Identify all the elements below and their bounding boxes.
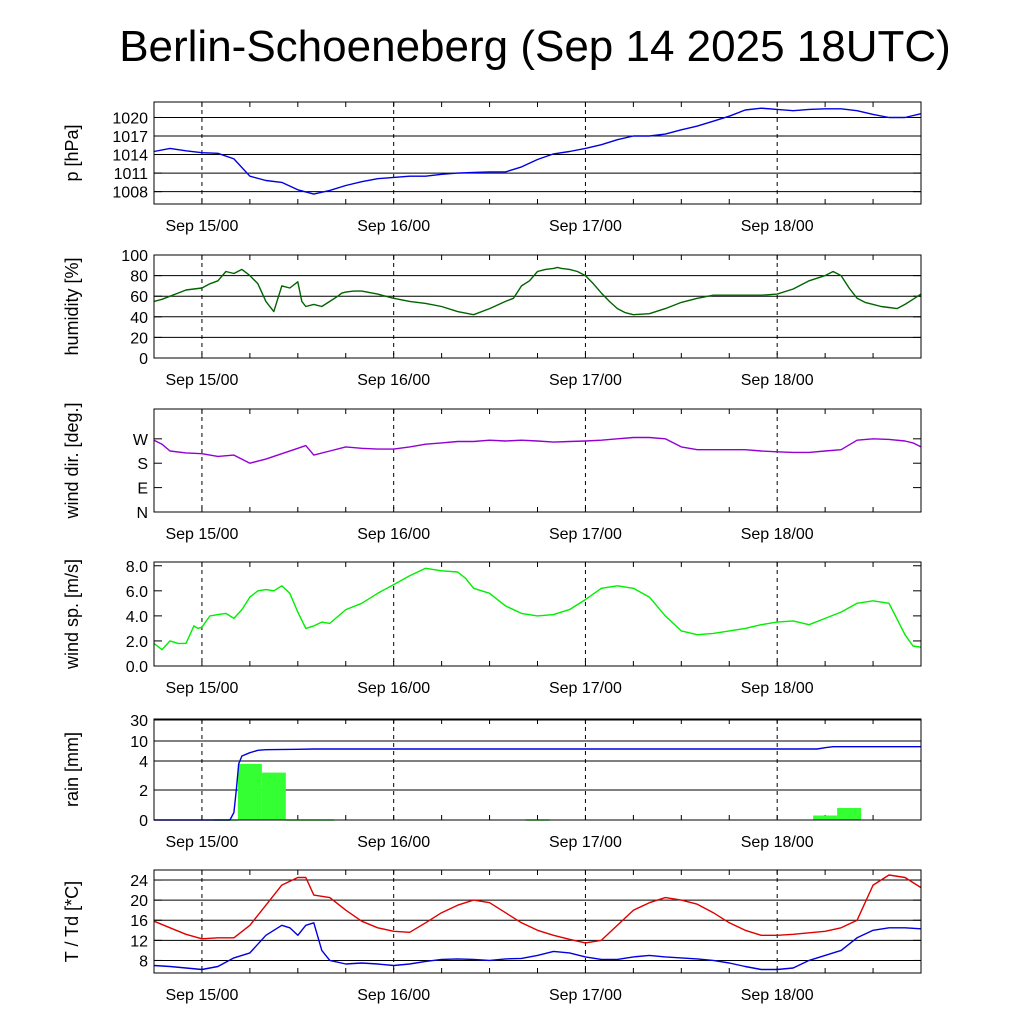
rain-series-line-0 [154, 746, 921, 821]
temperature-plot-frame [153, 869, 922, 974]
wind-speed-y-tick-label: 8.0 [126, 559, 148, 576]
temperature-y-tick-label: 8 [139, 953, 148, 970]
pressure-y-tick-label: 1020 [112, 110, 148, 127]
wind-direction-y-tick-label: E [137, 481, 148, 498]
wind-speed-y-tick-label: 4.0 [126, 609, 148, 626]
rain-y-tick-label: 30 [130, 713, 148, 730]
pressure-x-tick-label: Sep 16/00 [357, 218, 430, 235]
rain-y-tick-label: 10 [130, 734, 148, 751]
humidity-x-tick-label: Sep 15/00 [165, 372, 238, 389]
humidity-x-tick-label: Sep 18/00 [741, 372, 814, 389]
temperature-y-tick-label: 12 [130, 933, 148, 950]
temperature-x-tick-label: Sep 18/00 [741, 987, 814, 1004]
temperature-y-axis-label: T / Td [*C] [62, 881, 82, 962]
wind-direction-series-line-0 [153, 436, 922, 464]
wind-speed-x-tick-label: Sep 16/00 [357, 680, 430, 697]
humidity-x-tick-label: Sep 16/00 [357, 372, 430, 389]
rain-x-tick-label: Sep 16/00 [357, 834, 430, 851]
humidity-plot-frame [153, 254, 922, 359]
wind-direction-x-tick-label: Sep 15/00 [165, 526, 238, 543]
rain-y-axis-label: rain [mm] [62, 732, 82, 807]
rain-x-tick-label: Sep 17/00 [549, 834, 622, 851]
wind-direction-x-tick-label: Sep 16/00 [357, 526, 430, 543]
wind-direction-x-tick-label: Sep 18/00 [741, 526, 814, 543]
rain-x-tick-label: Sep 15/00 [165, 834, 238, 851]
humidity-y-tick-label: 0 [139, 351, 148, 368]
wind-speed-x-tick-label: Sep 18/00 [741, 680, 814, 697]
pressure-y-tick-label: 1008 [112, 185, 148, 202]
temperature-y-tick-label: 24 [130, 873, 148, 890]
humidity-series-line-0 [153, 266, 922, 316]
pressure-series-line-0 [153, 107, 922, 195]
humidity-y-tick-label: 40 [130, 310, 148, 327]
humidity-y-axis-label: humidity [%] [62, 257, 82, 355]
rain-x-tick-label: Sep 18/00 [741, 834, 814, 851]
rain-y-tick-label: 0 [139, 813, 148, 830]
wind-speed-y-tick-label: 6.0 [126, 584, 148, 601]
pressure-plot-frame [153, 101, 922, 205]
temperature-series-line-0 [153, 874, 922, 944]
temperature-x-tick-label: Sep 15/00 [165, 987, 238, 1004]
wind-direction-y-tick-label: N [136, 505, 148, 522]
wind-speed-x-tick-label: Sep 15/00 [165, 680, 238, 697]
wind-direction-y-axis-label: wind dir. [deg.] [62, 402, 82, 519]
wind-speed-x-tick-label: Sep 17/00 [549, 680, 622, 697]
rain-plot-frame [153, 718, 922, 821]
page-title: Berlin-Schoeneberg (Sep 14 2025 18UTC) [119, 22, 951, 71]
pressure-y-tick-label: 1014 [112, 148, 148, 165]
humidity-y-tick-label: 20 [130, 330, 148, 347]
wind-direction-plot-frame [153, 408, 922, 513]
humidity-y-tick-label: 100 [121, 248, 148, 265]
temperature-series-line-1 [153, 922, 922, 971]
wind-speed-y-tick-label: 2.0 [126, 634, 148, 651]
rain-y-tick-label: 2 [139, 783, 148, 800]
pressure-x-tick-label: Sep 15/00 [165, 218, 238, 235]
wind-speed-y-tick-label: 0.0 [126, 659, 148, 676]
humidity-y-tick-label: 60 [130, 289, 148, 306]
rain-bar [813, 815, 838, 820]
temperature-y-tick-label: 16 [130, 913, 148, 930]
wind-direction-x-tick-label: Sep 17/00 [549, 526, 622, 543]
pressure-y-axis-label: p [hPa] [62, 124, 82, 181]
rain-bar [837, 808, 862, 820]
pressure-y-tick-label: 1017 [112, 129, 148, 146]
pressure-x-tick-label: Sep 18/00 [741, 218, 814, 235]
wind-speed-plot-frame [153, 561, 922, 667]
wind-direction-y-tick-label: S [137, 456, 148, 473]
pressure-y-tick-label: 1011 [114, 166, 149, 183]
humidity-y-tick-label: 80 [130, 269, 148, 286]
temperature-y-tick-label: 20 [130, 893, 148, 910]
wind-direction-y-tick-label: W [133, 432, 149, 449]
wind-speed-series-line-0 [153, 567, 922, 651]
temperature-x-tick-label: Sep 16/00 [357, 987, 430, 1004]
humidity-x-tick-label: Sep 17/00 [549, 372, 622, 389]
rain-bar [261, 772, 286, 820]
pressure-x-tick-label: Sep 17/00 [549, 218, 622, 235]
wind-speed-y-axis-label: wind sp. [m/s] [62, 559, 82, 670]
rain-y-tick-label: 4 [139, 754, 148, 771]
rain-bar [237, 763, 262, 820]
temperature-x-tick-label: Sep 17/00 [549, 987, 622, 1004]
